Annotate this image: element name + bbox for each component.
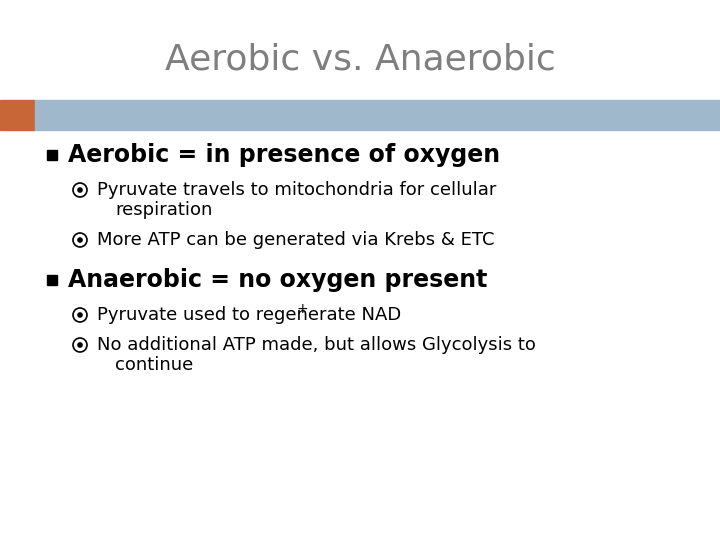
Text: Pyruvate used to regenerate NAD: Pyruvate used to regenerate NAD xyxy=(97,306,401,324)
Circle shape xyxy=(78,188,82,192)
Text: respiration: respiration xyxy=(115,201,212,219)
Bar xyxy=(47,150,57,160)
Text: No additional ATP made, but allows Glycolysis to: No additional ATP made, but allows Glyco… xyxy=(97,336,536,354)
Text: Pyruvate travels to mitochondria for cellular: Pyruvate travels to mitochondria for cel… xyxy=(97,181,496,199)
Bar xyxy=(35,100,720,130)
Circle shape xyxy=(78,238,82,242)
Bar xyxy=(47,275,57,285)
Bar xyxy=(0,100,35,130)
Text: Aerobic = in presence of oxygen: Aerobic = in presence of oxygen xyxy=(68,143,500,167)
Text: More ATP can be generated via Krebs & ETC: More ATP can be generated via Krebs & ET… xyxy=(97,231,495,249)
Circle shape xyxy=(78,313,82,317)
Text: +: + xyxy=(297,302,309,316)
Text: continue: continue xyxy=(115,356,193,374)
Text: Aerobic vs. Anaerobic: Aerobic vs. Anaerobic xyxy=(165,43,555,77)
Circle shape xyxy=(78,343,82,347)
Text: Anaerobic = no oxygen present: Anaerobic = no oxygen present xyxy=(68,268,487,292)
